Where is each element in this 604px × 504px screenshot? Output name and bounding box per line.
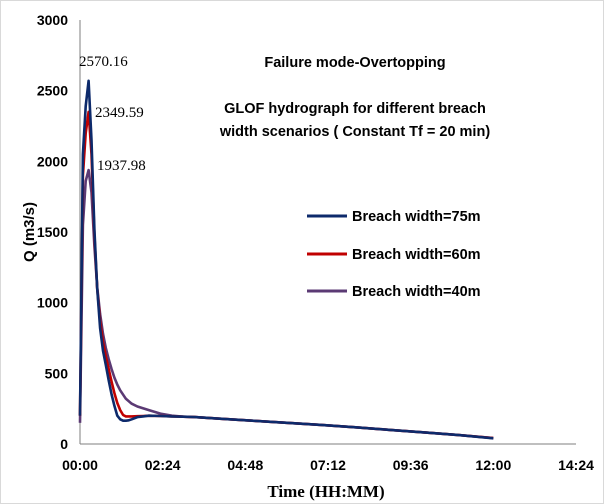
x-tick-label: 12:00 [475, 457, 511, 473]
y-tick-label: 2500 [37, 83, 68, 99]
y-tick-labels: 0 500 1000 1500 2000 2500 3000 [37, 12, 68, 452]
y-tick-label: 500 [45, 365, 69, 381]
legend: Breach width=75m Breach width=60m Breach… [307, 209, 481, 300]
legend-label-60m: Breach width=60m [352, 247, 481, 263]
chart-subtitle-line-1: GLOF hydrograph for different breach [224, 101, 486, 117]
x-tick-label: 00:00 [62, 457, 98, 473]
series-line-75m [78, 79, 494, 440]
y-tick-label: 3000 [37, 12, 68, 28]
peak-label-60m: 2349.59 [95, 105, 144, 121]
x-tick-label: 07:12 [310, 457, 346, 473]
peak-label-75m: 2570.16 [79, 54, 128, 70]
chart-subtitle-line-2: width scenarios ( Constant Tf = 20 min) [219, 124, 490, 140]
x-tick-label: 02:24 [145, 457, 181, 473]
series-lines [78, 79, 494, 440]
y-tick-label: 1000 [37, 295, 68, 311]
y-tick-label: 1500 [37, 224, 68, 240]
legend-label-40m: Breach width=40m [352, 284, 481, 300]
x-tick-labels: 00:00 02:24 04:48 07:12 09:36 12:00 14:24 [62, 457, 594, 473]
x-axis-label: Time (HH:MM) [267, 482, 384, 501]
x-tick-label: 09:36 [393, 457, 429, 473]
chart-title: Failure mode-Overtopping [264, 55, 445, 71]
x-tick-label: 04:48 [227, 457, 263, 473]
axes [79, 20, 576, 445]
y-axis-label: Q (m3/s) [21, 202, 38, 262]
peak-label-40m: 1937.98 [97, 158, 146, 174]
y-tick-label: 0 [60, 436, 68, 452]
y-tick-label: 2000 [37, 153, 68, 169]
legend-label-75m: Breach width=75m [352, 209, 481, 225]
x-tick-label: 14:24 [558, 457, 594, 473]
